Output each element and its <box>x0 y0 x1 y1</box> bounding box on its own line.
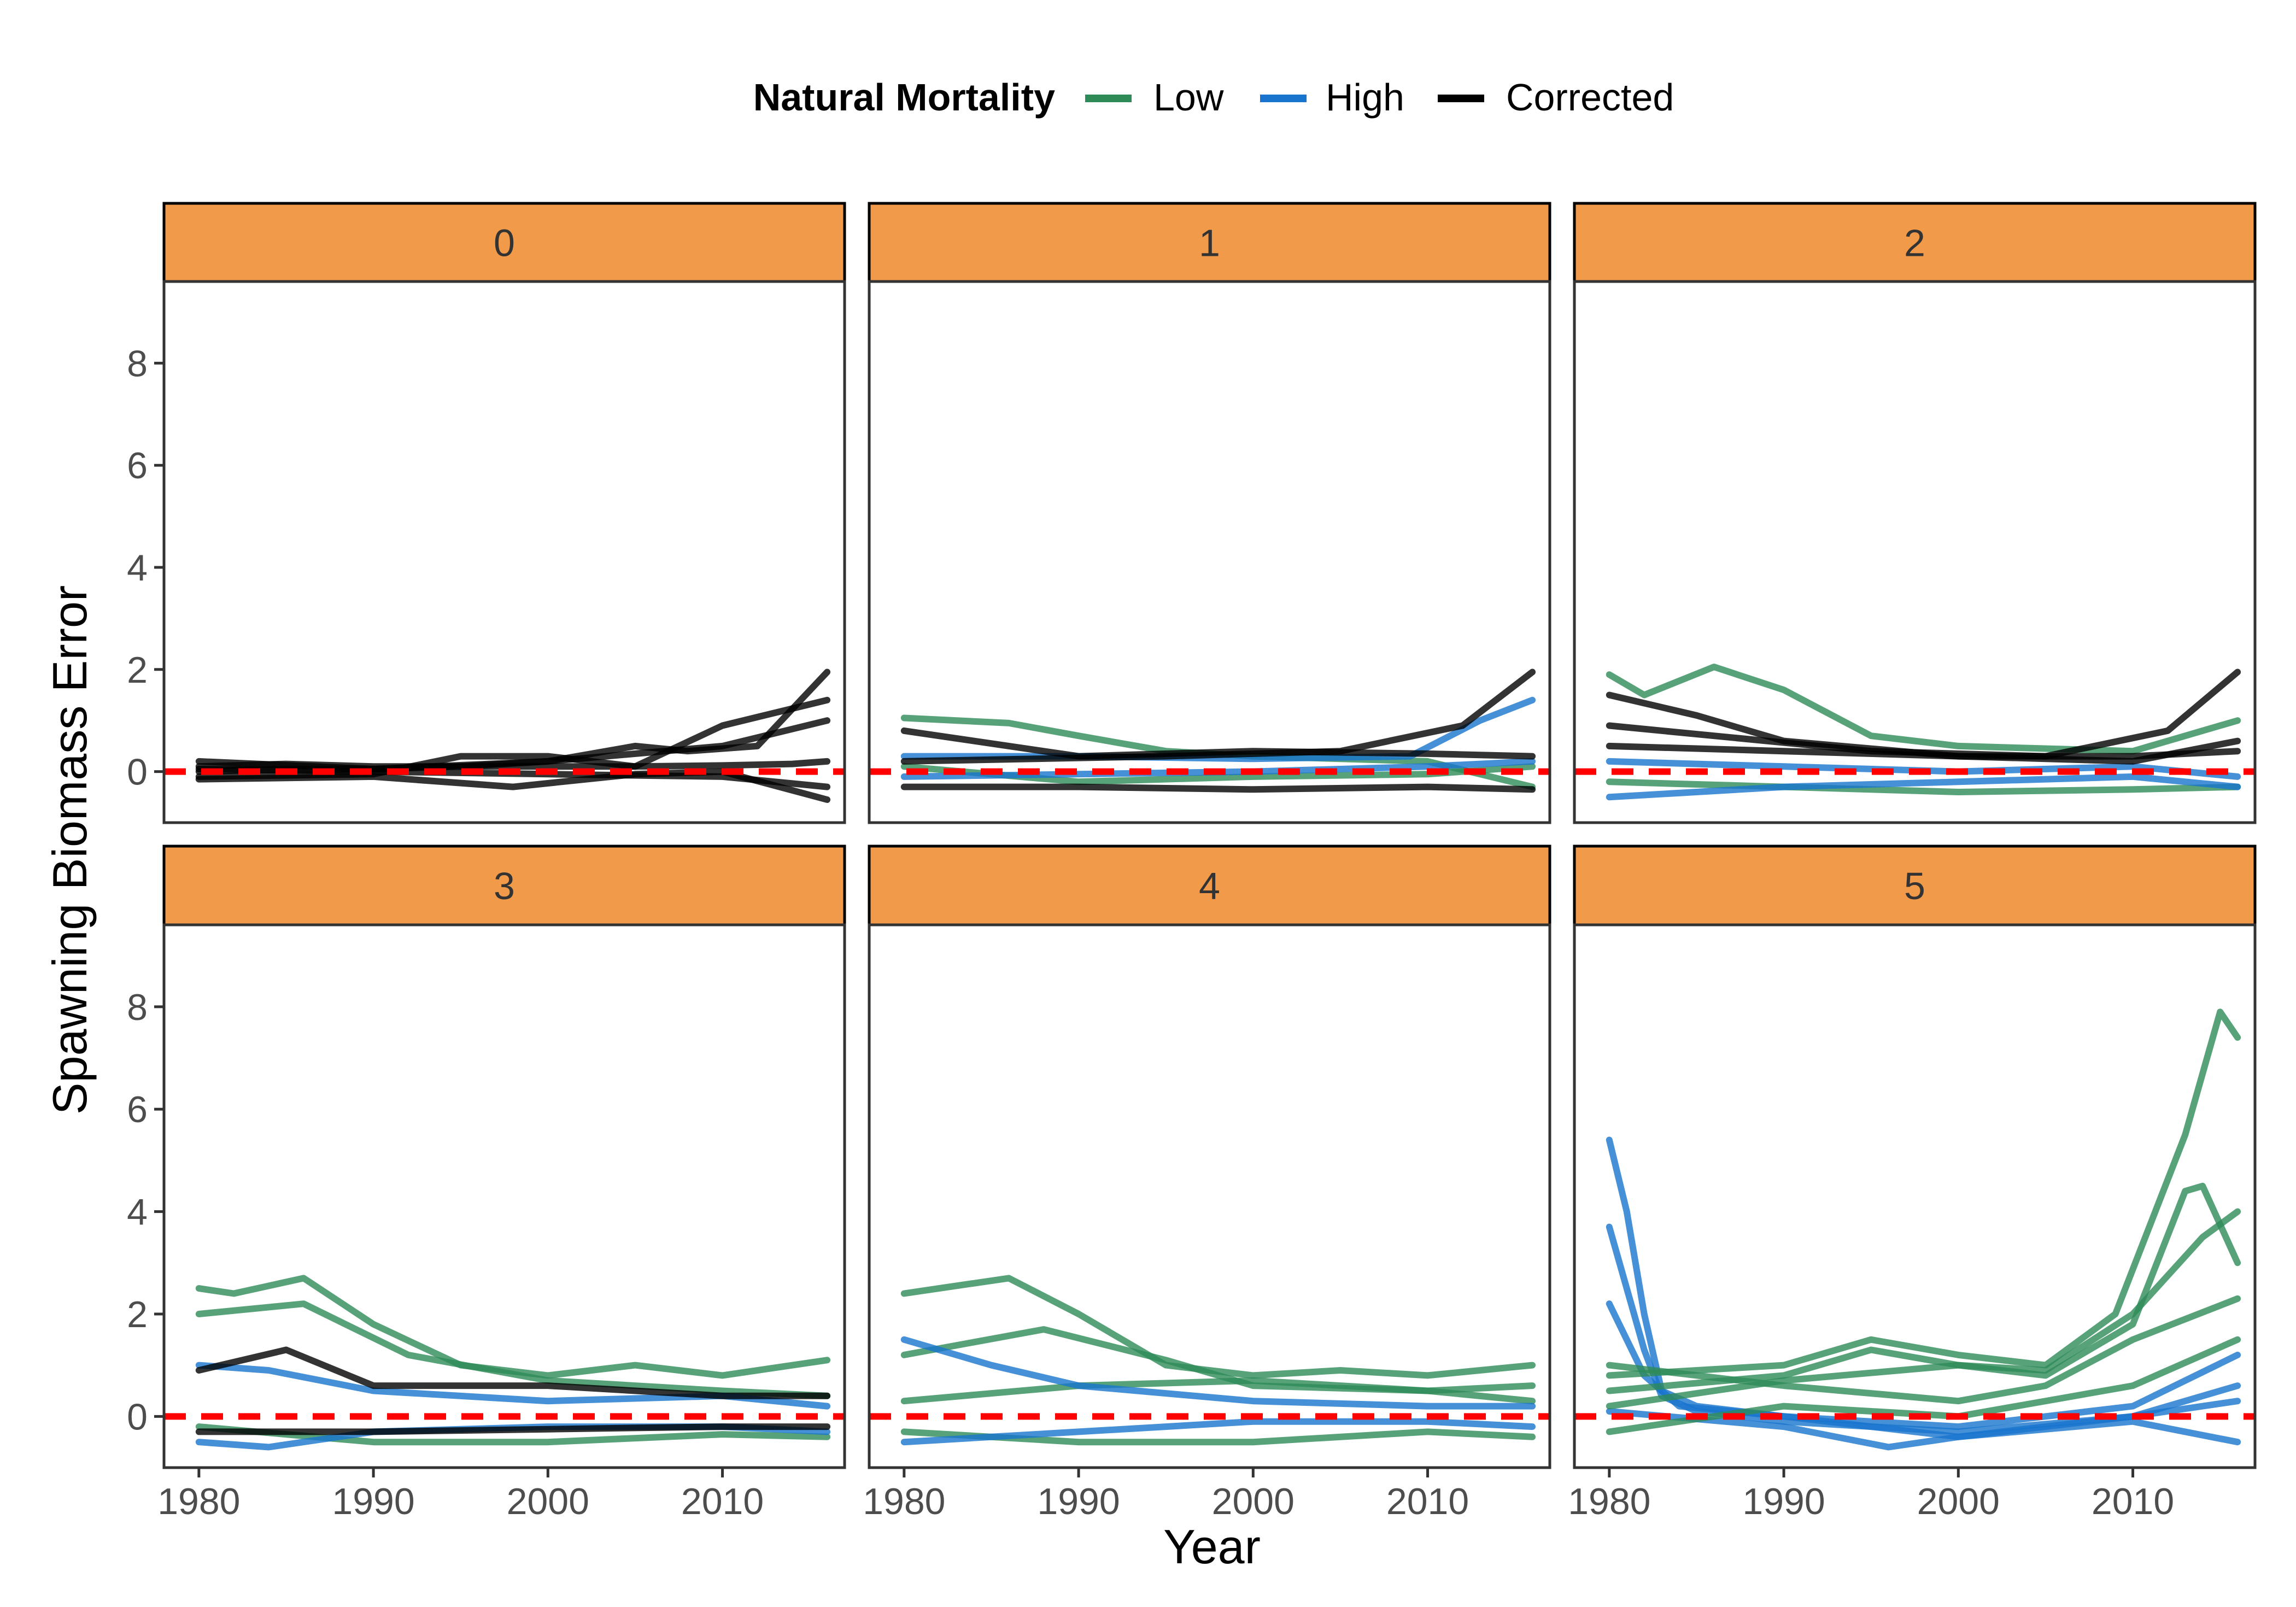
x-tick-label: 1990 <box>1037 1481 1120 1522</box>
series-line-high <box>900 1336 1536 1410</box>
series-line-low <box>1606 1295 2241 1405</box>
series-line-corrected <box>900 668 1536 765</box>
facet-panels: 0 0 2 4 6 8 1 2 3 0 2 4 6 8 1980 1990 2000 2010 4 1980 1990 2… <box>127 202 2257 1522</box>
facet-strip <box>162 844 846 926</box>
facet-strip <box>868 844 1551 926</box>
facet-panel-1: 1 <box>868 202 1551 824</box>
panel-border <box>162 923 846 1469</box>
facet-panel-0: 0 0 2 4 6 8 <box>127 202 846 824</box>
series-line-corrected <box>900 783 1536 793</box>
facet-strip <box>162 202 846 283</box>
facet-strip-label: 1 <box>1199 222 1220 265</box>
facet-panel-2: 2 <box>1573 202 2257 824</box>
series-line-low <box>1606 1208 2241 1410</box>
x-tick-label: 2010 <box>2092 1481 2174 1522</box>
x-tick-label: 2010 <box>1386 1481 1469 1522</box>
series-line-corrected <box>1606 668 2241 760</box>
x-tick-label: 2010 <box>681 1481 764 1522</box>
series-line-corrected <box>195 1346 831 1399</box>
x-tick-label: 2000 <box>507 1481 589 1522</box>
facet-strip-label: 4 <box>1199 865 1220 907</box>
series-line-low <box>195 1423 831 1446</box>
facet-strip-label: 0 <box>494 222 515 265</box>
series-line-low <box>1606 778 2241 795</box>
x-tick-label: 1980 <box>1568 1481 1650 1522</box>
y-tick-label: 2 <box>127 1294 148 1335</box>
facet-panel-4: 4 1980 1990 2000 2010 <box>863 844 1551 1522</box>
series-line-high <box>1606 1382 2241 1451</box>
legend-label-low: Low <box>1153 76 1224 119</box>
legend-label-corrected: Corrected <box>1506 76 1674 119</box>
facet-strip-label: 5 <box>1904 865 1925 907</box>
y-tick-label: 8 <box>127 343 148 384</box>
y-tick-label: 6 <box>127 445 148 486</box>
x-tick-label: 2000 <box>1917 1481 2000 1522</box>
legend-label-high: High <box>1326 76 1404 119</box>
series-line-low <box>195 1275 831 1379</box>
x-axis-title: Year <box>1163 1520 1261 1574</box>
series-line-low <box>1606 1182 2241 1394</box>
facet-panel-5: 5 1980 1990 2000 2010 <box>1568 844 2257 1522</box>
y-tick-label: 6 <box>127 1089 148 1130</box>
facet-strip <box>1573 844 2257 926</box>
series-line-low <box>195 1300 831 1399</box>
series-line-high <box>1606 773 2241 801</box>
facet-strip <box>868 202 1551 283</box>
y-tick-label: 0 <box>127 752 148 793</box>
legend: Natural Mortality Low High Corrected <box>753 76 1674 119</box>
y-tick-label: 4 <box>127 547 148 589</box>
x-tick-label: 1980 <box>863 1481 945 1522</box>
y-tick-label: 0 <box>127 1396 148 1438</box>
series-line-low <box>1606 664 2241 755</box>
series-line-corrected <box>195 717 831 772</box>
y-tick-label: 4 <box>127 1192 148 1233</box>
panel-border <box>1573 923 2257 1469</box>
y-tick-label: 8 <box>127 987 148 1028</box>
facet-strip-label: 2 <box>1904 222 1925 265</box>
series-line-low <box>900 1428 1536 1446</box>
y-tick-label: 2 <box>127 649 148 691</box>
panel-border <box>1573 280 2257 824</box>
facet-panel-3: 3 0 2 4 6 8 1980 1990 2000 2010 <box>127 844 846 1522</box>
x-tick-label: 1990 <box>332 1481 414 1522</box>
x-tick-label: 1980 <box>157 1481 240 1522</box>
series-line-low <box>900 1275 1536 1379</box>
series-line-low <box>1606 1008 2241 1379</box>
series-line-low <box>900 1377 1536 1405</box>
x-tick-label: 1990 <box>1742 1481 1825 1522</box>
y-axis-title: Spawning Biomass Error <box>43 585 97 1115</box>
panel-border <box>868 923 1551 1469</box>
series-line-corrected <box>195 1423 831 1435</box>
facet-strip-label: 3 <box>494 865 515 907</box>
x-tick-label: 2000 <box>1212 1481 1295 1522</box>
legend-title: Natural Mortality <box>753 76 1055 119</box>
panel-border <box>162 280 846 824</box>
panel-border <box>868 280 1551 824</box>
series-line-high <box>900 1418 1536 1446</box>
